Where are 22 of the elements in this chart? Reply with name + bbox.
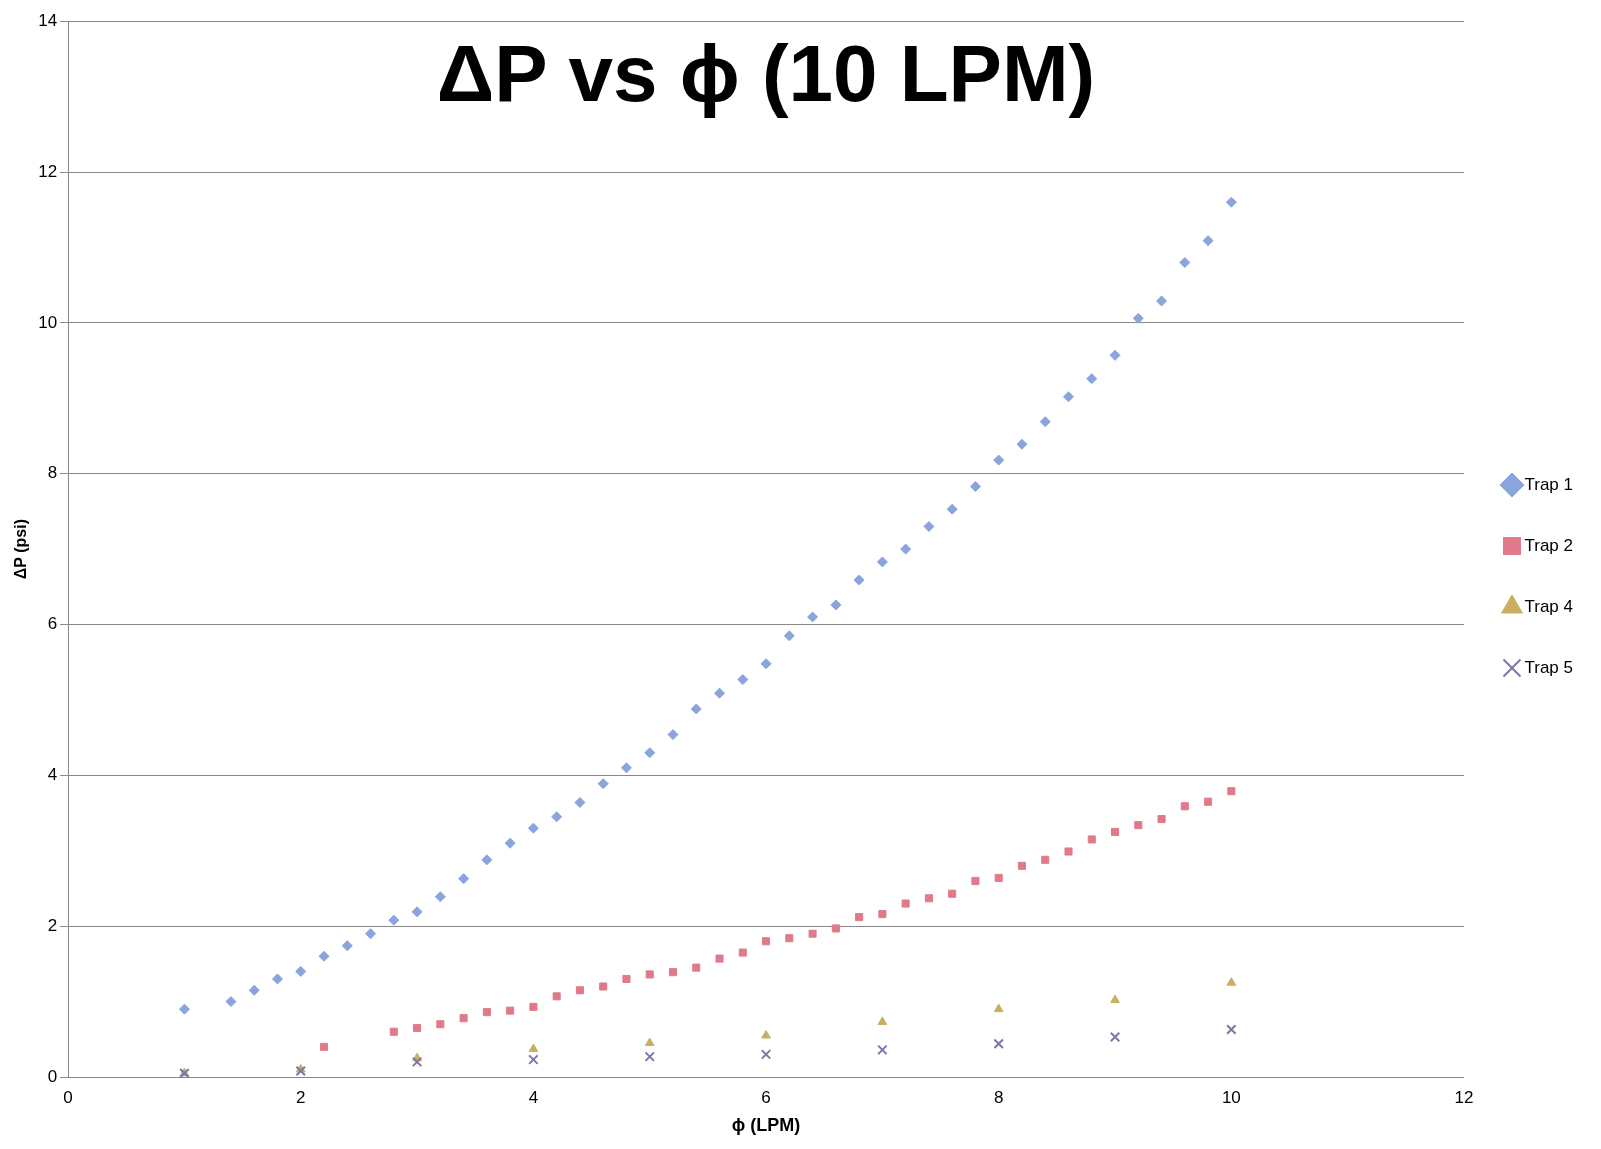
y-tick-label: 4 bbox=[47, 765, 58, 785]
x-tick-label: 2 bbox=[296, 1087, 306, 1107]
y-tick-label: 6 bbox=[47, 614, 58, 634]
y-tick-label: 8 bbox=[47, 463, 58, 483]
x-axis-title: ϕ (LPM) bbox=[731, 1115, 801, 1136]
y-tick-label: 10 bbox=[38, 312, 58, 332]
y-tick-label: 12 bbox=[38, 161, 58, 181]
x-tick-label: 12 bbox=[1454, 1087, 1474, 1107]
x-tick-label: 6 bbox=[761, 1087, 771, 1107]
chart-title: ΔP vs ϕ (10 LPM) bbox=[436, 29, 1096, 119]
legend-label: Trap 1 bbox=[1524, 474, 1574, 494]
legend-label: Trap 2 bbox=[1524, 535, 1574, 555]
x-tick-label: 8 bbox=[993, 1087, 1004, 1107]
y-tick-label: 0 bbox=[47, 1066, 58, 1086]
x-tick-label: 4 bbox=[528, 1087, 539, 1107]
x-tick-label: 0 bbox=[63, 1087, 73, 1107]
legend-label: Trap 4 bbox=[1524, 596, 1574, 616]
y-tick-label: 2 bbox=[47, 915, 58, 935]
y-axis-title: ΔP (psi) bbox=[12, 519, 30, 580]
x-tick-label: 10 bbox=[1221, 1087, 1241, 1107]
y-tick-label: 14 bbox=[38, 10, 58, 30]
legend-label: Trap 5 bbox=[1524, 657, 1574, 677]
